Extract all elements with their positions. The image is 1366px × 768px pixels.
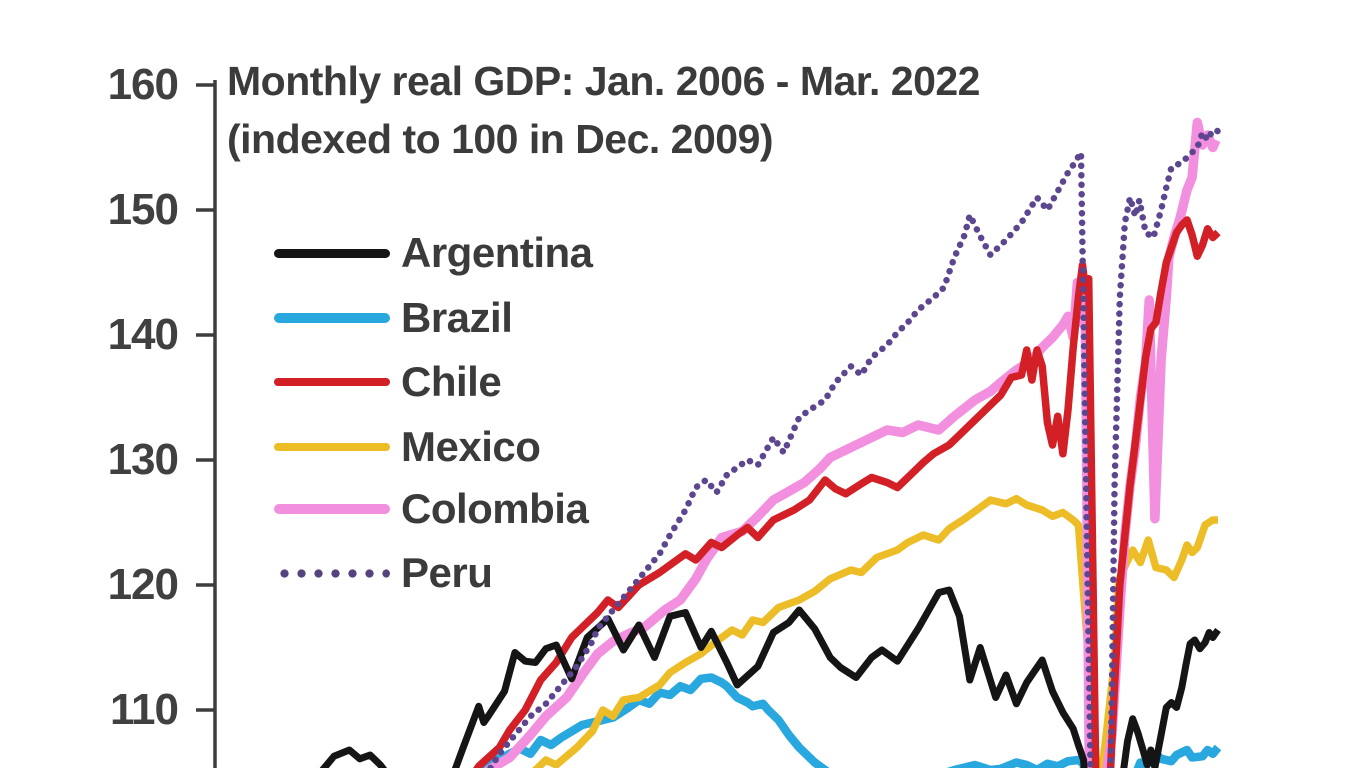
legend-swatch-brazil <box>274 313 390 323</box>
legend-item-mexico: Mexico <box>274 423 541 470</box>
chart-title-line2: (indexed to 100 in Dec. 2009) <box>227 116 774 162</box>
legend-label-peru: Peru <box>401 549 493 596</box>
y-axis-label-140: 140 <box>107 310 179 359</box>
legend-swatch-mexico <box>274 443 390 451</box>
series-line-mexico <box>532 494 1218 768</box>
chart-title-line1: Monthly real GDP: Jan. 2006 - Mar. 2022 <box>227 58 980 104</box>
y-axis-label-160: 160 <box>107 60 179 109</box>
series-lines <box>319 117 1222 768</box>
y-axis-label-130: 130 <box>107 435 179 484</box>
legend-swatch-chile <box>274 378 390 386</box>
series-line-chile <box>473 216 1221 768</box>
series-line-argentina <box>319 586 1221 768</box>
chart-title: Monthly real GDP: Jan. 2006 - Mar. 2022 … <box>227 52 980 168</box>
legend-swatch-colombia <box>274 504 390 514</box>
y-axis-label-110: 110 <box>110 685 179 734</box>
legend-item-brazil: Brazil <box>274 294 513 341</box>
legend-item-colombia: Colombia <box>274 485 589 532</box>
y-axis-label-120: 120 <box>107 560 179 609</box>
legend-item-argentina: Argentina <box>274 229 593 276</box>
y-axis <box>196 80 217 768</box>
legend-swatch-argentina <box>274 248 390 258</box>
legend-label-colombia: Colombia <box>401 485 589 532</box>
legend-label-chile: Chile <box>401 358 502 405</box>
series-line-brazil <box>478 673 1222 768</box>
y-axis-label-150: 150 <box>107 185 179 234</box>
legend-label-mexico: Mexico <box>401 423 541 470</box>
series-line-peru <box>486 126 1222 768</box>
legend-item-chile: Chile <box>274 358 502 405</box>
series-line-colombia <box>484 117 1221 768</box>
legend-item-peru: Peru <box>274 549 493 596</box>
legend-label-argentina: Argentina <box>401 229 593 276</box>
legend-swatch-dotted-peru <box>274 568 390 578</box>
legend-label-brazil: Brazil <box>401 294 513 341</box>
